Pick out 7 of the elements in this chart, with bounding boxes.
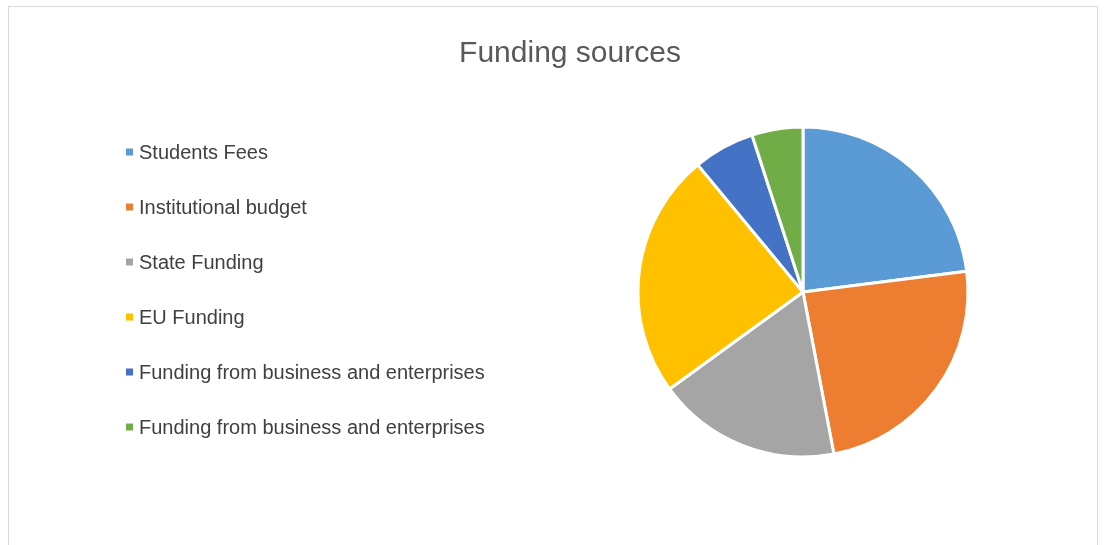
legend-label: EU Funding — [139, 306, 245, 328]
legend-label: Funding from business and enterprises — [139, 361, 485, 383]
legend-label: Institutional budget — [139, 196, 308, 218]
legend-label: State Funding — [139, 251, 264, 273]
legend-label: Funding from business and enterprises — [139, 416, 485, 438]
legend-label: Students Fees — [139, 141, 268, 163]
chart-title: Funding sources — [459, 34, 681, 68]
